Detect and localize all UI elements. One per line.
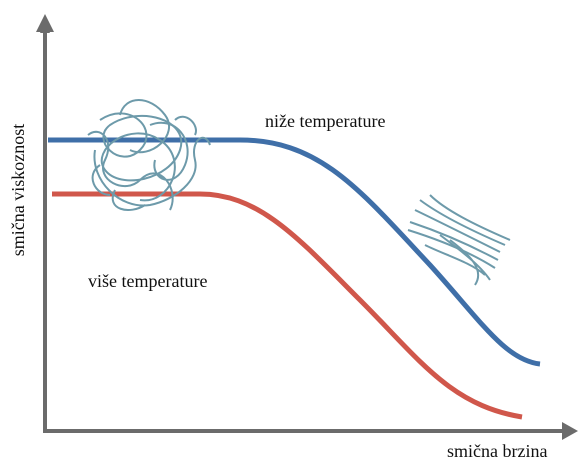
axes: [36, 14, 578, 440]
upper-label: niže temperature: [265, 111, 385, 131]
diagram: niže temperature više temperature smična…: [0, 0, 579, 459]
aligned-polymer: [408, 195, 510, 285]
page: niže temperature više temperature smična…: [0, 0, 579, 459]
y-arrow: [36, 14, 54, 32]
x-axis-label: smična brzina: [447, 441, 547, 459]
x-arrow: [562, 422, 578, 440]
lower-label: više temperature: [88, 271, 207, 291]
y-axis-label: smična viskoznost: [8, 124, 28, 257]
